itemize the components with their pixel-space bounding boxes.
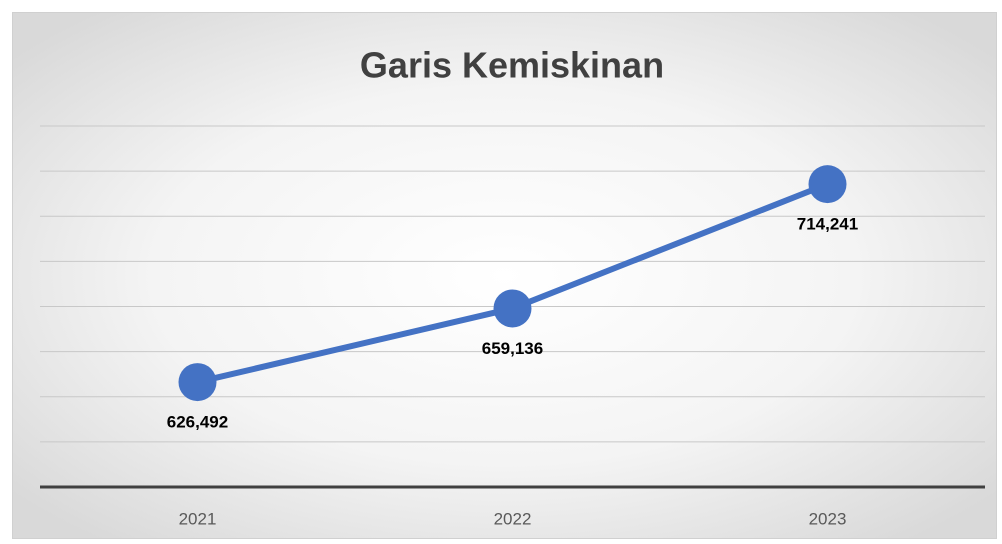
x-tick-label: 2021 xyxy=(179,509,217,528)
x-tick-label: 2023 xyxy=(809,509,847,528)
data-point xyxy=(178,363,217,402)
x-tick-label: 2022 xyxy=(494,509,532,528)
data-point xyxy=(493,289,532,328)
data-label: 659,136 xyxy=(482,339,543,358)
data-point xyxy=(808,165,847,204)
data-label: 714,241 xyxy=(797,215,858,234)
chart-title: Garis Kemiskinan xyxy=(360,45,664,86)
chart-frame xyxy=(12,12,997,539)
data-label: 626,492 xyxy=(167,413,228,432)
